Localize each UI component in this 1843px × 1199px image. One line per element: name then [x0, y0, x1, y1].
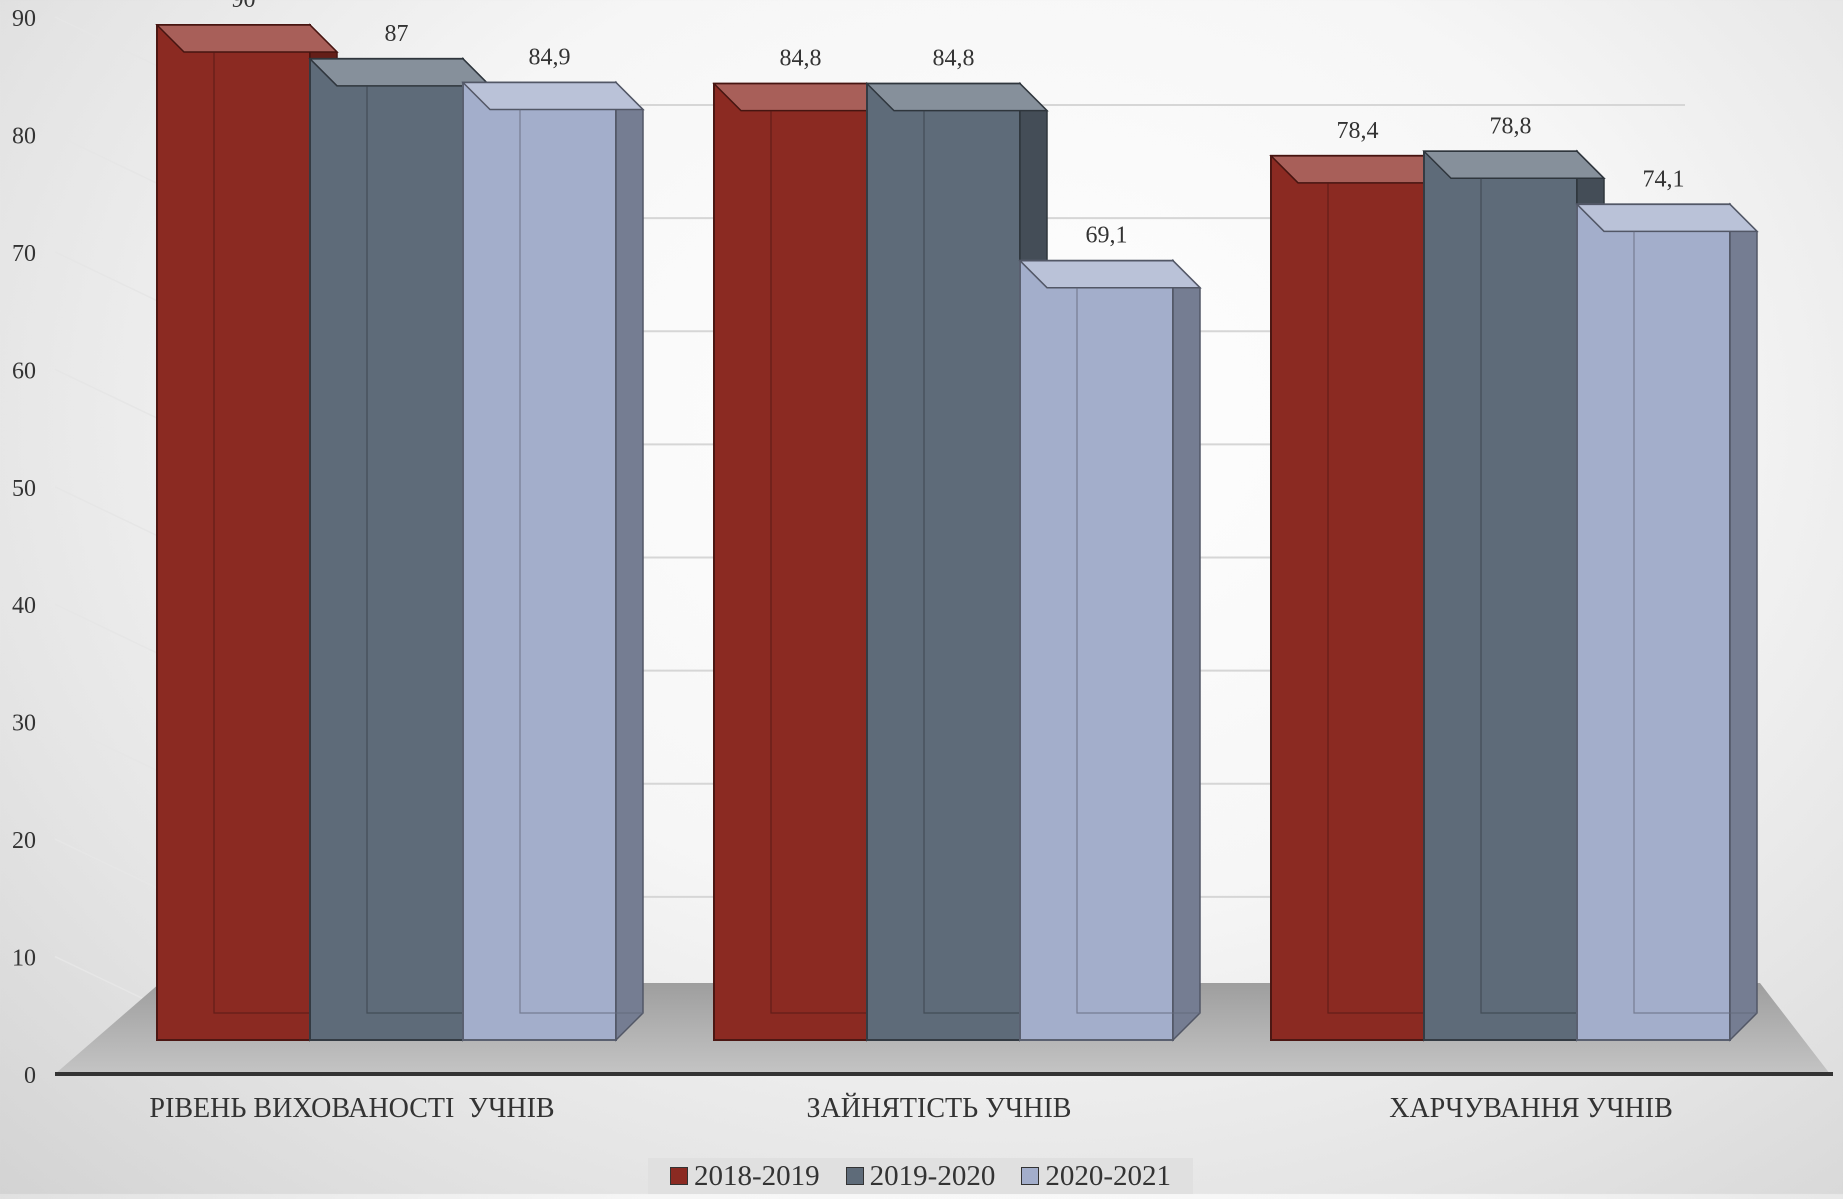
category-label: ХАРЧУВАННЯ УЧНІВ: [1389, 1093, 1673, 1124]
bar-edge: [1076, 287, 1200, 1014]
bar-side: [1729, 202, 1758, 1042]
legend-item-series-3: 2020-2021: [1021, 1160, 1171, 1193]
side-wall-line: [54, 838, 171, 895]
side-wall-line: [54, 251, 171, 308]
y-tick-label: 30: [12, 711, 36, 737]
bar-edge: [1327, 182, 1451, 1014]
y-tick-label: 70: [12, 241, 36, 267]
bar-edge: [366, 85, 490, 1014]
bar: [461, 80, 645, 1042]
bar-top: [1422, 150, 1606, 180]
bar-front: [1270, 154, 1425, 1042]
bar-side: [615, 80, 644, 1042]
bar-top: [155, 24, 339, 53]
y-tick-label: 90: [12, 6, 36, 32]
y-tick-label: 60: [12, 358, 36, 384]
data-label: 84,8: [780, 46, 822, 72]
bar-front: [462, 81, 617, 1042]
legend-item-series-1: 2018-2019: [670, 1160, 820, 1193]
data-label: 74,1: [1643, 166, 1685, 192]
data-label: 78,4: [1337, 118, 1379, 144]
side-wall-line: [54, 486, 171, 543]
y-tick-label: 80: [12, 123, 36, 149]
side-wall-line: [54, 720, 171, 778]
bar-front: [1576, 203, 1731, 1042]
y-tick-label: 10: [12, 946, 36, 972]
legend-label: 2018-2019: [694, 1159, 820, 1192]
bar: [1575, 202, 1759, 1042]
legend-label: 2019-2020: [869, 1159, 996, 1192]
bar-edge: [213, 52, 337, 1014]
side-wall-line: [54, 603, 171, 660]
bar-top: [865, 82, 1049, 112]
bar: [308, 57, 492, 1042]
y-tick-label: 0: [24, 1063, 36, 1089]
data-label: 78,8: [1490, 113, 1532, 139]
bar-front: [713, 82, 868, 1041]
side-wall-line: [54, 133, 171, 191]
y-tick-label: 40: [12, 593, 36, 619]
legend-swatch: [1021, 1167, 1040, 1185]
bar-front: [1423, 150, 1578, 1042]
bar-top: [461, 81, 645, 111]
y-tick-label: 20: [12, 828, 36, 854]
bar-front: [1019, 259, 1174, 1041]
side-wall-line: [54, 368, 171, 426]
legend: 2018-2019 2019-2020 2020-2021: [648, 1158, 1194, 1194]
bar-edge: [770, 110, 894, 1014]
bar-front: [156, 24, 311, 1041]
data-label: 84,9: [529, 45, 571, 71]
bar-edge: [1480, 178, 1604, 1014]
legend-swatch: [670, 1167, 688, 1185]
data-label: 84,8: [933, 46, 975, 72]
bar-side: [1172, 258, 1201, 1042]
side-wall-line: [54, 16, 171, 73]
y-tick-label: 50: [12, 476, 36, 502]
bar: [1018, 258, 1202, 1042]
category-label: РІВЕНЬ ВИХОВАНОСТІ УЧНІВ: [149, 1093, 554, 1124]
data-label: 90: [232, 0, 256, 13]
bar-top: [1018, 259, 1202, 289]
bar-top: [1575, 203, 1759, 233]
legend-label: 2020-2021: [1045, 1159, 1172, 1192]
bar-edge: [923, 110, 1047, 1014]
bar-edge: [1633, 231, 1757, 1014]
bar-front: [309, 57, 464, 1042]
data-label: 69,1: [1086, 223, 1128, 249]
data-label: 87: [385, 21, 409, 47]
category-label: ЗАЙНЯТІСТЬ УЧНІВ: [807, 1093, 1072, 1124]
legend-swatch: [845, 1167, 864, 1185]
legend-item-series-2: 2019-2020: [845, 1159, 996, 1193]
bar-front: [866, 82, 1021, 1041]
bar-edge: [519, 109, 643, 1014]
